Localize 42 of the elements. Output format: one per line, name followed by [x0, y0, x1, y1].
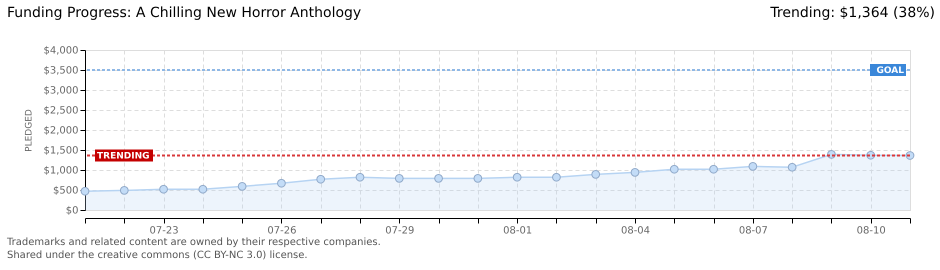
y-tick-label: $2,500 — [44, 106, 78, 116]
x-tick-label: 08-01 — [503, 226, 532, 236]
point — [159, 184, 168, 194]
point — [552, 172, 561, 182]
point — [748, 162, 758, 171]
y-tick-label: $4,000 — [44, 46, 78, 56]
point — [356, 172, 364, 182]
y-tick-label: $3,500 — [44, 66, 78, 76]
text: Trending: $1,364 (38%) — [769, 5, 935, 21]
point — [591, 170, 600, 179]
x-tick-label: 08-04 — [620, 226, 650, 236]
x-tick-label: 07-29 — [385, 226, 414, 236]
ref-line-label: TRENDING — [97, 151, 150, 162]
x-tick-label: 08-10 — [856, 226, 886, 236]
point — [473, 174, 482, 183]
point — [670, 164, 679, 174]
y-tick-label: $3,000 — [44, 86, 78, 96]
y-tick-label: $500 — [53, 186, 78, 196]
y-tick-label: $1,000 — [44, 166, 78, 176]
y-axis-title: PLEDGED — [24, 109, 35, 152]
ref-line-label: GOAL — [876, 66, 904, 76]
point — [394, 174, 404, 183]
point — [80, 186, 90, 196]
chart-title: Funding Progress: A Chilling New Horror Anthology — [7, 5, 362, 21]
point — [120, 186, 129, 195]
y-tick-label: $2,000 — [44, 126, 78, 136]
y-tick-label: $0 — [66, 206, 78, 216]
point — [277, 178, 286, 188]
x-tick-label: 07-23 — [150, 226, 179, 236]
point — [316, 174, 326, 184]
text: Trademarks and related content are owned by their respective companies. — [6, 237, 381, 248]
point — [709, 164, 718, 174]
x-tick-label: 07-26 — [267, 226, 296, 236]
point — [788, 162, 797, 172]
y-tick-label: $1,500 — [44, 146, 78, 156]
point — [512, 172, 522, 182]
x-tick-label: 08-07 — [738, 226, 768, 236]
text: Shared under the creative commons (CC BY-NC 3.0) license. — [7, 250, 308, 261]
point — [238, 182, 247, 191]
point — [434, 174, 443, 183]
point — [198, 184, 208, 194]
point — [630, 168, 640, 177]
